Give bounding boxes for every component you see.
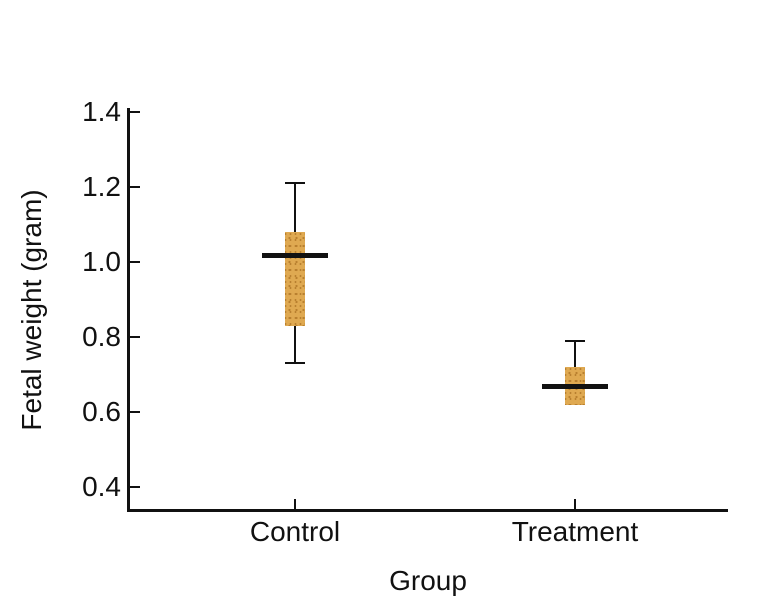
treatment-upper-whisker bbox=[574, 340, 576, 368]
x-tick-label-control: Control bbox=[249, 516, 341, 547]
y-tick-0.4 bbox=[130, 486, 140, 489]
control-upper-whisker bbox=[294, 183, 296, 232]
control-box bbox=[285, 231, 305, 326]
x-tick-control bbox=[294, 499, 296, 509]
y-tick-0.8 bbox=[130, 336, 140, 339]
control-lower-whisker bbox=[294, 325, 296, 364]
x-axis-line bbox=[127, 509, 728, 512]
y-tick-1.0 bbox=[130, 261, 140, 264]
control-median-line bbox=[262, 252, 328, 258]
x-tick-treatment bbox=[574, 499, 576, 509]
y-tick-1.2 bbox=[130, 185, 140, 188]
y-tick-label-1.2: 1.2 bbox=[82, 170, 121, 202]
y-tick-label-0.6: 0.6 bbox=[82, 396, 121, 428]
y-tick-label-1.4: 1.4 bbox=[82, 95, 121, 127]
treatment-median-line bbox=[542, 384, 608, 390]
y-tick-label-0.4: 0.4 bbox=[82, 471, 121, 503]
y-tick-label-0.8: 0.8 bbox=[82, 321, 121, 353]
control-upper-whisker-cap bbox=[285, 182, 305, 185]
x-axis-title: Group bbox=[389, 565, 467, 596]
y-axis-line bbox=[127, 108, 130, 512]
treatment-upper-whisker-cap bbox=[565, 339, 585, 342]
y-tick-label-1.0: 1.0 bbox=[82, 246, 121, 278]
y-axis-title: Fetal weight (gram) bbox=[16, 189, 47, 431]
x-tick-label-treatment: Treatment bbox=[511, 516, 639, 547]
y-tick-0.6 bbox=[130, 411, 140, 414]
y-tick-1.4 bbox=[130, 110, 140, 113]
control-lower-whisker-cap bbox=[285, 362, 305, 365]
